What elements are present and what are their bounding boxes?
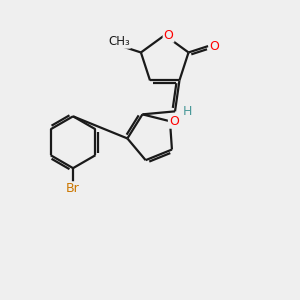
Text: O: O <box>210 40 220 52</box>
Text: CH₃: CH₃ <box>108 35 130 48</box>
Text: O: O <box>164 29 173 42</box>
Text: H: H <box>183 105 192 119</box>
Text: O: O <box>169 115 179 128</box>
Text: Br: Br <box>66 182 80 195</box>
